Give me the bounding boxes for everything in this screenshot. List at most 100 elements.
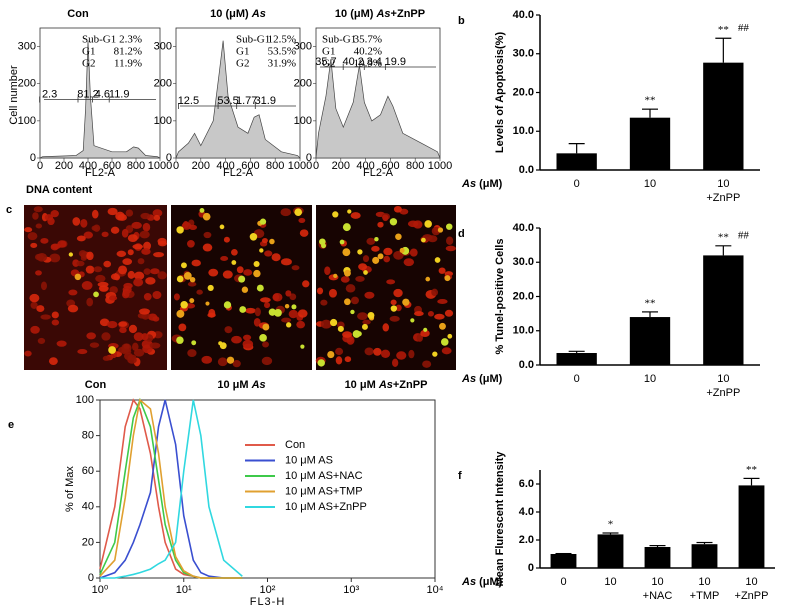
bar [738,485,765,568]
bar [550,554,577,568]
apoptotic-cell [321,243,327,249]
label-part: As [461,576,476,588]
x-tick-label: 10¹ [176,584,192,596]
y-tick-label: 6.0 [519,478,534,490]
cell [143,268,151,275]
gate-label: 1.77 [236,95,257,107]
y-axis-label: Cell number [8,65,20,125]
cell [393,288,403,298]
y-axis-label: Mean Flurescent Intensity [494,451,506,587]
panel-label: e [8,419,14,431]
cell [335,347,344,356]
y-tick-label: 200 [294,78,312,90]
apoptotic-cell [176,275,184,283]
x-tick-label: 10⁴ [427,584,444,596]
cell [49,253,61,263]
cell [390,299,397,306]
apoptotic-cell [199,207,205,213]
cell [445,245,456,252]
apoptotic-cell [74,273,82,281]
apoptotic-cell [191,340,197,346]
cell [344,356,352,363]
label-part: (μM) [476,178,503,190]
apoptotic-cell [434,257,441,263]
bar [703,62,744,170]
cell [345,284,356,293]
cell [178,323,187,332]
cell [262,341,269,348]
series-line [99,399,243,579]
apoptotic-cell [342,248,351,257]
cell [203,231,212,239]
cell [358,263,368,271]
stat-value: 31.9% [268,58,296,70]
cell [110,226,120,234]
cell [271,253,281,262]
y-tick-label: 40.0 [513,222,534,234]
label-part: As [378,379,393,391]
cell [86,332,96,340]
cell [97,281,109,288]
y-tick-label: 200 [18,78,36,90]
cell [342,331,352,338]
cell [108,295,118,301]
label: As (μM) [461,373,503,385]
apoptotic-cell [432,351,438,357]
cell [127,234,138,242]
legend-label: 10 μM AS+TMP [285,485,363,497]
cell [422,360,432,368]
apoptotic-cell [268,308,277,316]
x-tick-label: 0 [37,160,43,172]
bar [629,317,671,365]
apoptotic-cell [274,308,282,317]
x-tick-label: 10 [604,576,616,588]
significance: ** [645,95,656,107]
gate-label: 3.4 [367,56,382,68]
bar [556,353,597,365]
axis-label: FL2-A [223,167,254,179]
cell [27,232,38,241]
cell [173,293,180,301]
cell [357,312,368,321]
cell [51,319,60,326]
cell [32,212,39,220]
cell [133,348,145,357]
apoptotic-cell [402,298,410,306]
y-tick-label: 20.0 [513,86,534,98]
apoptotic-cell [317,359,325,367]
apoptotic-cell [176,336,184,344]
stat-name: Sub-G1 [322,34,356,46]
cell [302,280,310,288]
cell [93,266,103,273]
apoptotic-cell [300,344,305,349]
apoptotic-cell [361,323,368,330]
apoptotic-cell [259,248,264,253]
apoptotic-cell [202,212,211,221]
stat-value: 53.5% [268,46,296,58]
cell [76,260,85,267]
cell [371,245,380,252]
series-line [99,398,243,579]
apoptotic-cell [253,269,261,278]
y-tick-label: 300 [18,40,36,52]
y-tick-label: 300 [294,40,312,52]
cell [403,258,415,267]
cell [118,321,128,327]
apoptotic-cell [259,218,267,225]
apoptotic-cell [249,233,258,241]
x-tick-label: 600 [241,160,259,172]
cell [119,327,127,334]
label-part: (μM) [476,576,503,588]
label: Con [67,8,89,20]
cell [91,225,98,231]
cell [373,347,382,356]
apoptotic-cell [333,273,338,279]
label-part: 10 (μM) [210,8,252,20]
y-tick-label: 20 [82,536,94,548]
cell [132,342,139,351]
cell [272,293,283,302]
cell [76,235,86,242]
cell [29,293,40,303]
cell [220,255,229,262]
